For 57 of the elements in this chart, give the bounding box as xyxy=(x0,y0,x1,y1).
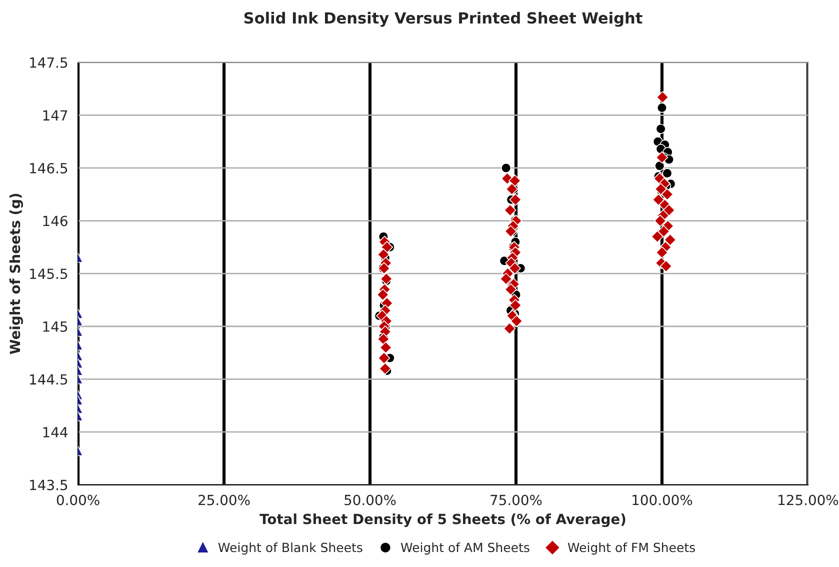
point xyxy=(664,234,676,246)
point xyxy=(654,182,667,196)
point xyxy=(377,332,390,346)
point xyxy=(508,262,521,274)
x-axis-title: Total Sheet Density of 5 Sheets (% of Average) xyxy=(260,514,626,528)
point xyxy=(662,204,676,216)
point xyxy=(380,241,394,254)
legend-label: Weight of Blank Sheets xyxy=(218,542,362,555)
point xyxy=(656,91,669,104)
chart-title: Solid Ink Density Versus Printed Sheet Weight xyxy=(244,12,642,27)
y-tick-label: 145 xyxy=(43,322,68,332)
point xyxy=(504,204,516,216)
point xyxy=(500,272,512,286)
y-tick-label: 147 xyxy=(43,110,68,120)
y-tick-label: 146.5 xyxy=(30,162,68,174)
point xyxy=(377,248,390,261)
point xyxy=(661,188,674,201)
y-tick-label: 144.5 xyxy=(30,374,68,385)
point xyxy=(656,124,666,134)
y-tick-label: 144 xyxy=(43,427,68,438)
point xyxy=(376,288,389,301)
y-axis-title: Weight of Sheets (g) xyxy=(9,194,23,354)
x-tick-label: 100.00% xyxy=(632,494,692,506)
legend-label: Weight of FM Sheets xyxy=(568,542,695,555)
point xyxy=(509,299,522,312)
point xyxy=(503,322,516,335)
x-tick-label: 75.00% xyxy=(490,494,542,506)
point xyxy=(380,341,392,354)
x-tick-label: 50.00% xyxy=(344,494,396,506)
y-tick-label: 145.5 xyxy=(30,268,68,280)
point xyxy=(509,194,522,206)
y-tick-label: 147.5 xyxy=(30,58,68,68)
point xyxy=(380,272,392,286)
point xyxy=(656,102,668,113)
point xyxy=(656,151,668,164)
point xyxy=(504,283,517,296)
point xyxy=(654,214,666,227)
legend-label: Weight of AM Sheets xyxy=(400,542,530,555)
y-tick-label: 146 xyxy=(43,216,68,226)
point xyxy=(660,260,672,272)
point xyxy=(510,314,523,328)
point xyxy=(379,362,392,375)
point xyxy=(500,162,512,174)
point xyxy=(658,225,670,238)
point xyxy=(652,194,665,206)
point xyxy=(378,352,390,364)
point xyxy=(651,230,664,243)
y-tick-label: 143.5 xyxy=(30,480,68,490)
x-tick-label: 0.00% xyxy=(56,494,100,506)
point xyxy=(506,182,518,196)
x-tick-label: 125.00% xyxy=(778,494,838,506)
point xyxy=(654,160,665,171)
point xyxy=(662,168,672,178)
point xyxy=(378,262,390,274)
point xyxy=(508,174,521,187)
x-tick-label: 25.00% xyxy=(198,494,250,506)
point xyxy=(656,246,668,259)
